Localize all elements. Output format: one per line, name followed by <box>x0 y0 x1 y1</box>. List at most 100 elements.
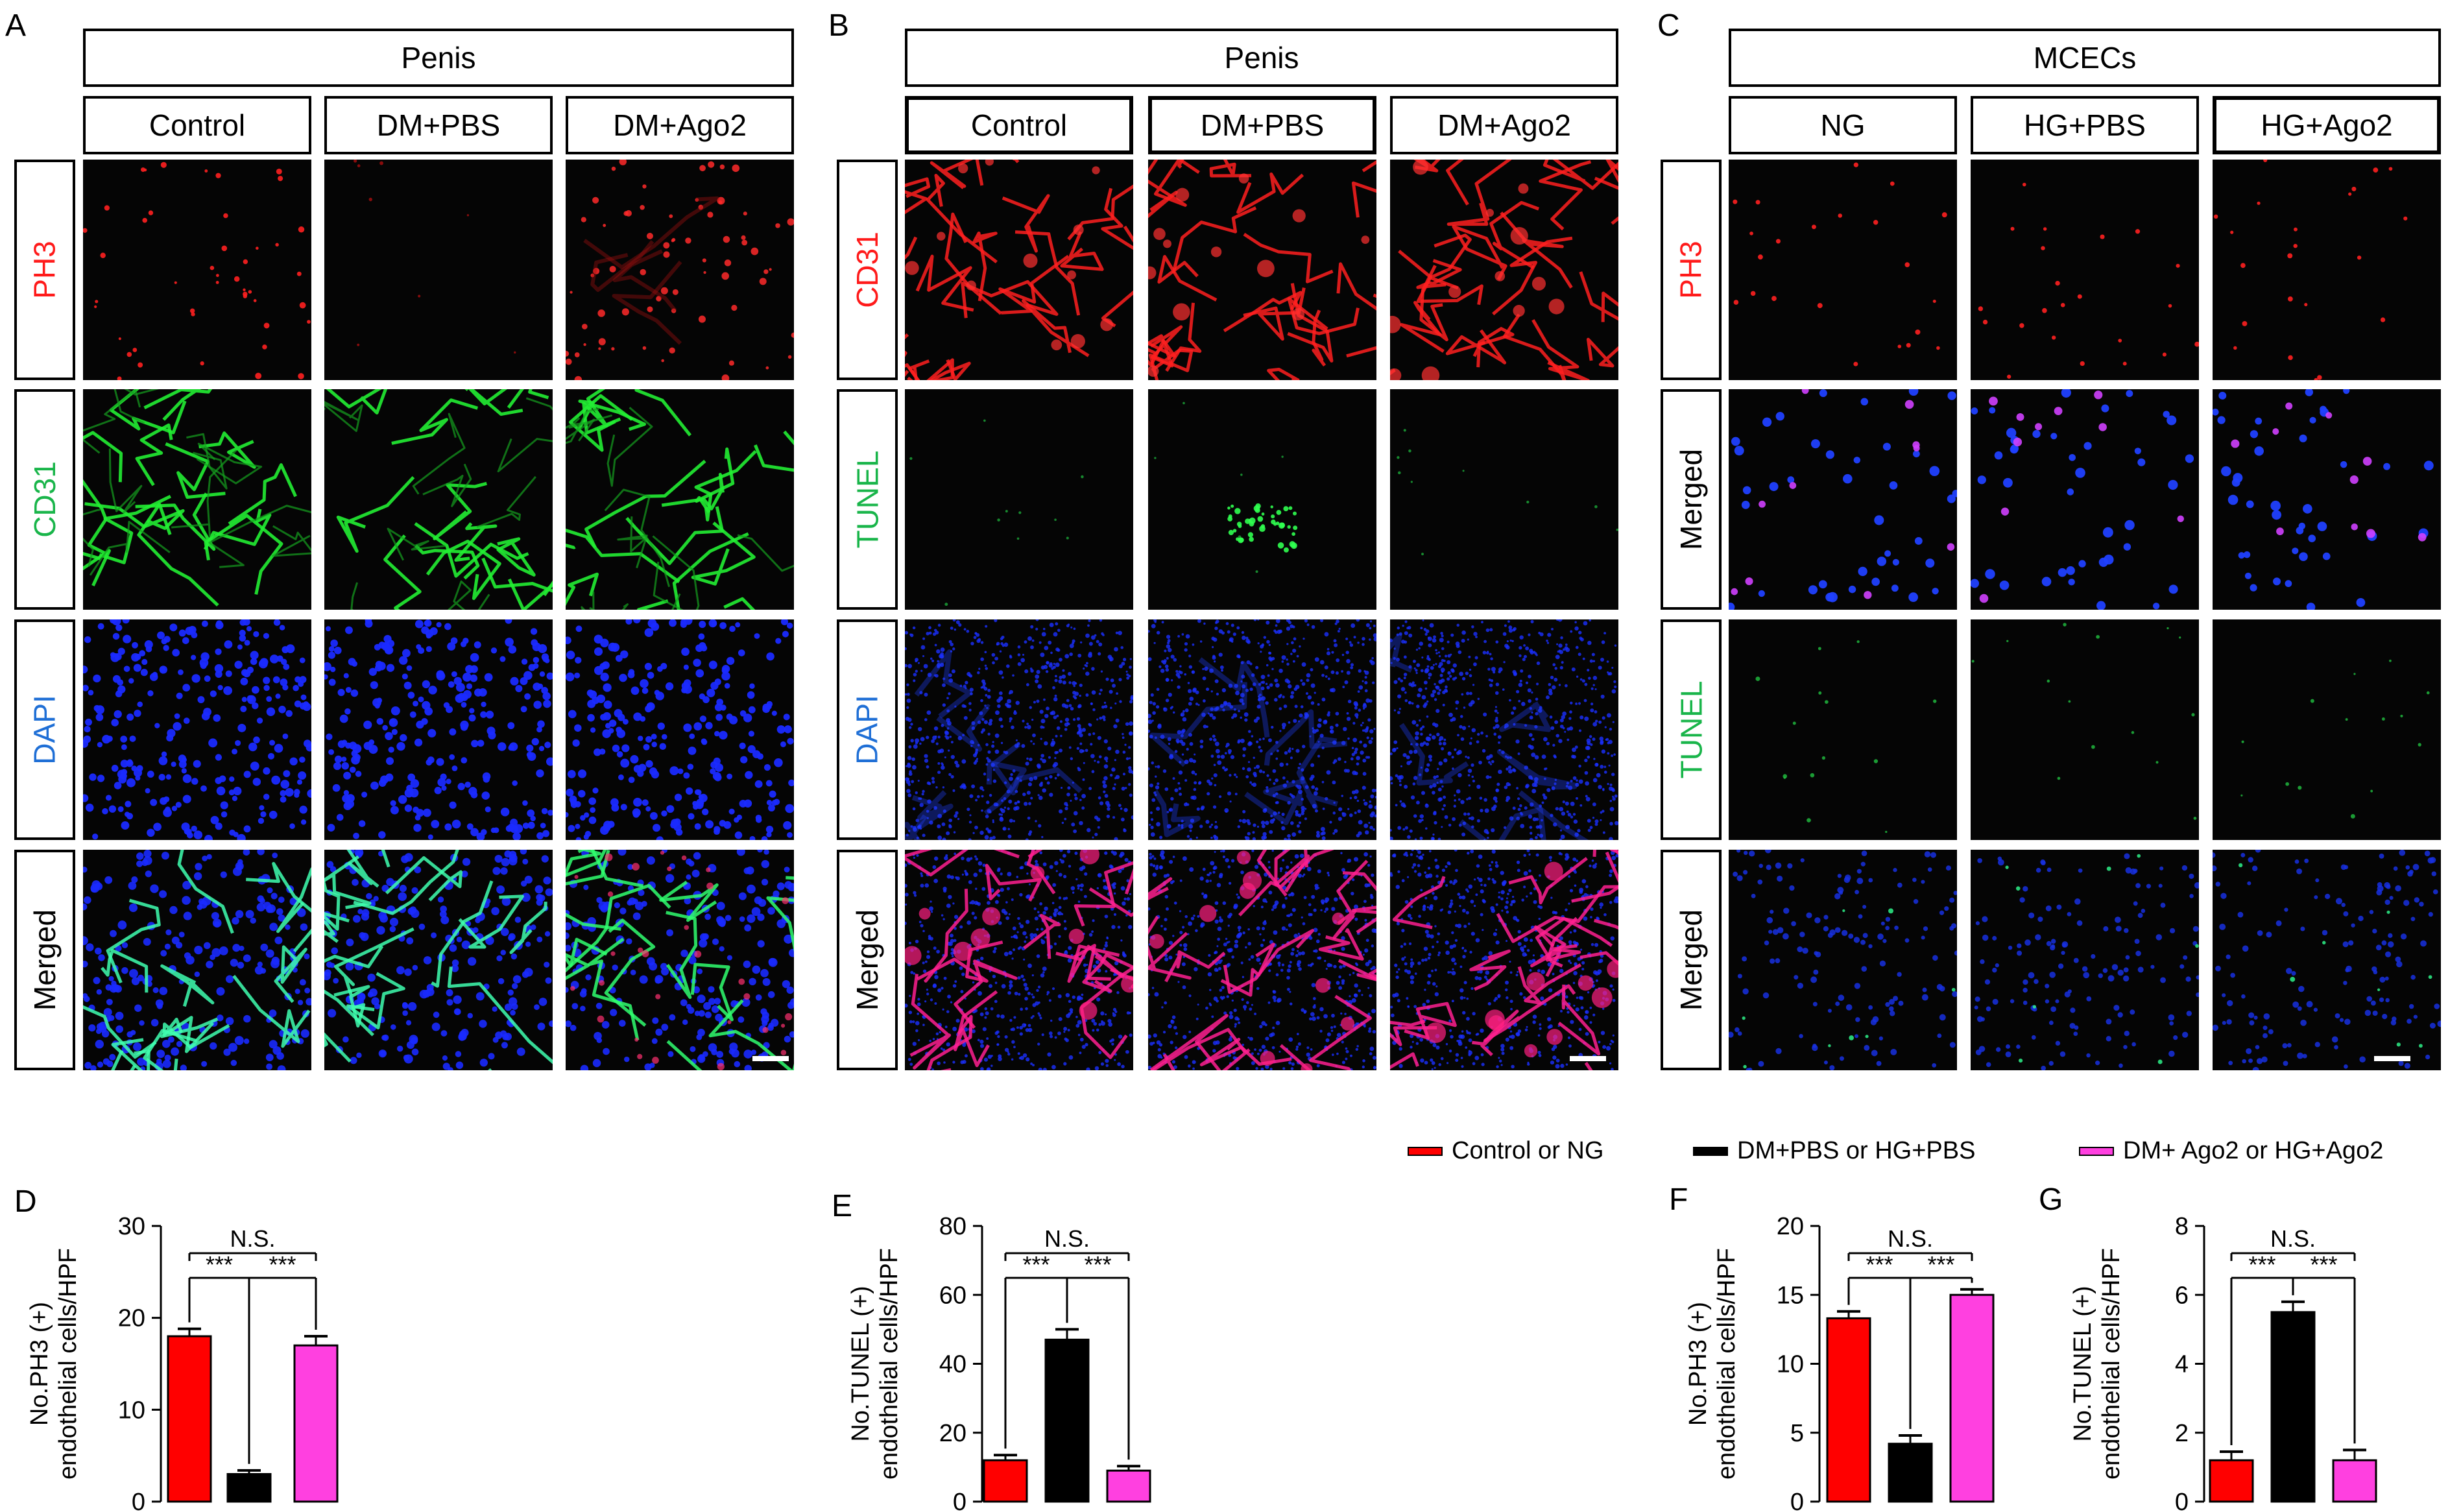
y-tick-label: 0 <box>2175 1489 2189 1512</box>
significance-label-left: *** <box>206 1251 233 1278</box>
row-label-dapi: DAPI <box>14 619 75 840</box>
row-label-cd31: CD31 <box>837 160 898 380</box>
micrograph-merged-hg-pbs <box>1971 850 2199 1070</box>
micrograph-ph3-dm-pbs <box>324 160 553 380</box>
y-tick-label: 80 <box>939 1213 966 1240</box>
y-tick-label: 20 <box>939 1420 966 1447</box>
micrograph-merged-dm-ago2 <box>566 850 794 1070</box>
y-tick-label: 6 <box>2175 1282 2189 1309</box>
micrograph-cd31-dm-ago2 <box>566 389 794 610</box>
micrograph-merged-dm-ago2 <box>1390 850 1618 1070</box>
micrograph-ph3-ng <box>1729 160 1957 380</box>
y-tick-label: 15 <box>1777 1282 1804 1309</box>
micrograph-merged-dm-pbs <box>1148 850 1376 1070</box>
micrograph-dapi-dm-pbs <box>324 619 553 840</box>
micrograph-ph3-hg-ago2 <box>2213 160 2441 380</box>
micrograph-dapi-dm-pbs <box>1148 619 1376 840</box>
micrograph-ph3-dm-ago2 <box>566 160 794 380</box>
micrograph-merged-dm-pbs <box>324 850 553 1070</box>
panel-letter-c: C <box>1657 8 1680 43</box>
panel-letter-a: A <box>5 8 27 43</box>
bar <box>2209 1459 2254 1503</box>
micrograph-cd31-dm-pbs <box>324 389 553 610</box>
panel-letter-e: E <box>832 1189 853 1223</box>
panel-letter-b: B <box>828 8 850 43</box>
bar-chart-d: No.PH3 (+)endothelial cells/HPF 0 10 20 30 N.… <box>26 1213 339 1512</box>
y-tick-label: 0 <box>132 1489 145 1512</box>
group-header: MCECs <box>1729 29 2441 87</box>
column-header-control: Control <box>83 96 311 154</box>
significance-label-left: *** <box>1866 1251 1893 1278</box>
y-tick-label: 20 <box>1777 1213 1804 1240</box>
legend-swatch <box>1693 1146 1728 1156</box>
column-header-dm-ago2: DM+Ago2 <box>1390 96 1618 154</box>
significance-label-left: *** <box>2248 1251 2275 1278</box>
y-axis-label: No.PH3 (+)endothelial cells/HPF <box>1685 1248 1740 1480</box>
micrograph-merged-control <box>83 850 311 1070</box>
significance-label-ns: N.S. <box>1888 1225 1933 1252</box>
bar <box>1888 1443 1933 1503</box>
micrograph-tunel-dm-ago2 <box>1390 389 1618 610</box>
group-header: Penis <box>905 29 1618 87</box>
significance-label-right: *** <box>2310 1251 2337 1278</box>
row-label-cd31: CD31 <box>14 389 75 610</box>
column-header-control: Control <box>905 96 1133 154</box>
scale-bar <box>1570 1056 1606 1061</box>
significance-label-right: *** <box>1084 1251 1111 1278</box>
scale-bar <box>752 1056 789 1061</box>
bar <box>983 1459 1028 1503</box>
row-label-merged: Merged <box>1661 389 1722 610</box>
micrograph-merged-control <box>905 850 1133 1070</box>
significance-label-ns: N.S. <box>230 1225 275 1252</box>
y-tick-label: 60 <box>939 1282 966 1309</box>
significance-label-right: *** <box>269 1251 296 1278</box>
micrograph-cd31-dm-ago2 <box>1390 160 1618 380</box>
y-tick-label: 10 <box>118 1397 145 1424</box>
row-label-tunel: TUNEL <box>837 389 898 610</box>
bar <box>226 1473 272 1503</box>
significance-label-ns: N.S. <box>1044 1225 1090 1252</box>
y-tick-label: 0 <box>953 1489 966 1512</box>
bar <box>1044 1338 1090 1503</box>
micrograph-merged-ng <box>1729 850 1957 1070</box>
column-header-dm-pbs: DM+PBS <box>324 96 553 154</box>
micrograph-cd31-control <box>83 389 311 610</box>
panel-letter-f: F <box>1669 1182 1688 1217</box>
panel-letter-d: D <box>14 1184 37 1219</box>
y-axis-label: No.PH3 (+)endothelial cells/HPF <box>26 1248 82 1480</box>
bar <box>293 1344 339 1503</box>
legend-label: DM+ Ago2 or HG+Ago2 <box>2123 1137 2384 1164</box>
legend-item: Control or NG <box>1408 1137 1603 1165</box>
bar <box>1826 1317 1871 1503</box>
legend-swatch <box>2079 1146 2114 1156</box>
y-tick-label: 4 <box>2175 1351 2189 1378</box>
legend-item: DM+ Ago2 or HG+Ago2 <box>2079 1137 2383 1165</box>
micrograph-dapi-control <box>83 619 311 840</box>
bar-chart-e: No.TUNEL (+)endothelial cells/HPF 0 20 40 60… <box>847 1213 1151 1512</box>
significance-label-left: *** <box>1022 1251 1050 1278</box>
micrograph-merged-ng <box>1729 389 1957 610</box>
row-label-merged: Merged <box>14 850 75 1070</box>
micrograph-dapi-dm-ago2 <box>566 619 794 840</box>
micrograph-tunel-dm-pbs <box>1148 389 1376 610</box>
row-label-ph3: PH3 <box>14 160 75 380</box>
legend-swatch <box>1408 1146 1443 1156</box>
y-tick-label: 20 <box>118 1305 145 1332</box>
micrograph-tunel-hg-ago2 <box>2213 619 2441 840</box>
micrograph-merged-hg-pbs <box>1971 389 2199 610</box>
column-header-hg-pbs: HG+PBS <box>1971 96 2199 154</box>
micrograph-cd31-control <box>905 160 1133 380</box>
bar <box>1106 1469 1151 1503</box>
micrograph-tunel-ng <box>1729 619 1957 840</box>
y-tick-label: 8 <box>2175 1213 2189 1240</box>
column-header-hg-ago2: HG+Ago2 <box>2213 96 2441 154</box>
micrograph-tunel-control <box>905 389 1133 610</box>
y-tick-label: 40 <box>939 1351 966 1378</box>
scale-bar <box>2374 1056 2410 1061</box>
panel-letter-g: G <box>2039 1182 2063 1217</box>
y-tick-label: 5 <box>1790 1420 1804 1447</box>
micrograph-merged-hg-ago2 <box>2213 850 2441 1070</box>
y-tick-label: 30 <box>118 1213 145 1240</box>
micrograph-ph3-hg-pbs <box>1971 160 2199 380</box>
bar <box>1949 1293 1995 1503</box>
